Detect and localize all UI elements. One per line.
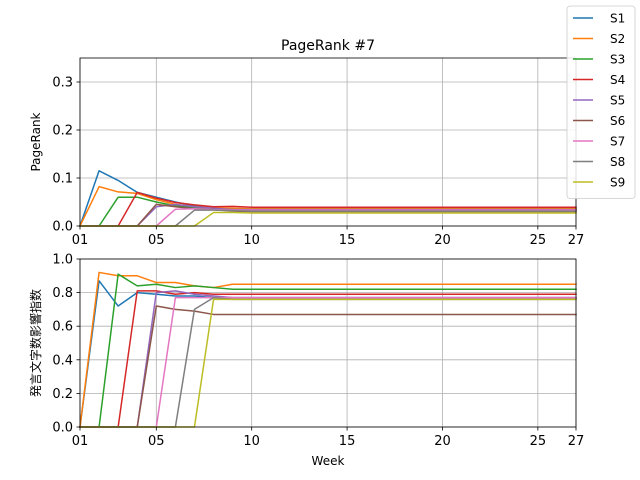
legend-label-s3: S3 bbox=[610, 53, 625, 67]
pagerank-series-s4 bbox=[79, 191, 577, 227]
legend-box bbox=[566, 5, 636, 199]
legend-label-s9: S9 bbox=[610, 176, 625, 190]
pagerank-x-tick-label: 15 bbox=[339, 233, 356, 248]
influence-y-tick-label: 0.8 bbox=[52, 286, 73, 301]
pagerank-x-tick-label: 10 bbox=[243, 233, 260, 248]
influence-axes-frame bbox=[79, 258, 577, 428]
pagerank-x-tick-label: 27 bbox=[568, 233, 585, 248]
influence-series-s6 bbox=[79, 305, 577, 428]
influence-series-s3 bbox=[79, 273, 577, 428]
influence-y-tick-label: 1.0 bbox=[52, 253, 73, 268]
pagerank-title: PageRank #7 bbox=[281, 38, 375, 54]
pagerank-x-tick-label: 05 bbox=[148, 233, 165, 248]
legend-label-s7: S7 bbox=[610, 135, 625, 149]
pagerank-x-tick-label: 25 bbox=[530, 233, 547, 248]
influence-y-axis-label: 発言文字数影響指数 bbox=[28, 289, 43, 397]
pagerank-y-tick-label: 0.3 bbox=[52, 76, 73, 91]
influence-series-s7 bbox=[79, 296, 577, 428]
pagerank-y-tick-label: 0.1 bbox=[52, 172, 73, 187]
pagerank-series-s2 bbox=[78, 185, 577, 228]
legend-label-s8: S8 bbox=[610, 155, 625, 169]
legend-label-s5: S5 bbox=[610, 94, 625, 108]
influence-y-tick-label: 0.6 bbox=[52, 320, 73, 335]
pagerank-x-tick-label: 01 bbox=[72, 233, 89, 248]
pagerank-y-axis-label: PageRank bbox=[29, 112, 43, 171]
influence-x-tick-label: 05 bbox=[148, 434, 165, 449]
pagerank-series-s7 bbox=[79, 207, 577, 227]
influence-y-tick-label: 0.0 bbox=[52, 421, 73, 436]
pagerank-panel: 01 05 10 15 20 25 27 0.0 0.1 0.2 0.3 PageRank #7 Pag… bbox=[29, 38, 584, 248]
influence-x-axis-label: Week bbox=[312, 454, 345, 468]
influence-x-tick-label: 27 bbox=[568, 434, 585, 449]
legend-label-s2: S2 bbox=[610, 32, 625, 46]
influence-x-tick-label: 20 bbox=[434, 434, 451, 449]
legend-label-s1: S1 bbox=[610, 12, 625, 26]
influence-panel: 01 05 10 15 20 25 27 0.0 0.2 0.4 0.6 0.8 1.0 発言文字数影響指… bbox=[28, 253, 584, 469]
legend: S1 S2 S3 S4 S5 S6 S7 S8 S9 bbox=[566, 5, 636, 199]
influence-x-tick-label: 15 bbox=[339, 434, 356, 449]
influence-y-tick-label: 0.4 bbox=[52, 353, 73, 368]
influence-series-s2 bbox=[79, 271, 577, 428]
pagerank-y-tick-label: 0.2 bbox=[52, 124, 73, 139]
pagerank-y-tick-label: 0.0 bbox=[52, 220, 73, 235]
legend-label-s4: S4 bbox=[610, 73, 625, 87]
legend-label-s6: S6 bbox=[610, 114, 625, 128]
pagerank-x-tick-label: 20 bbox=[434, 233, 451, 248]
influence-y-tick-label: 0.2 bbox=[52, 387, 73, 402]
influence-x-tick-label: 25 bbox=[530, 434, 547, 449]
influence-x-tick-label: 01 bbox=[72, 434, 89, 449]
influence-x-tick-label: 10 bbox=[243, 434, 260, 449]
